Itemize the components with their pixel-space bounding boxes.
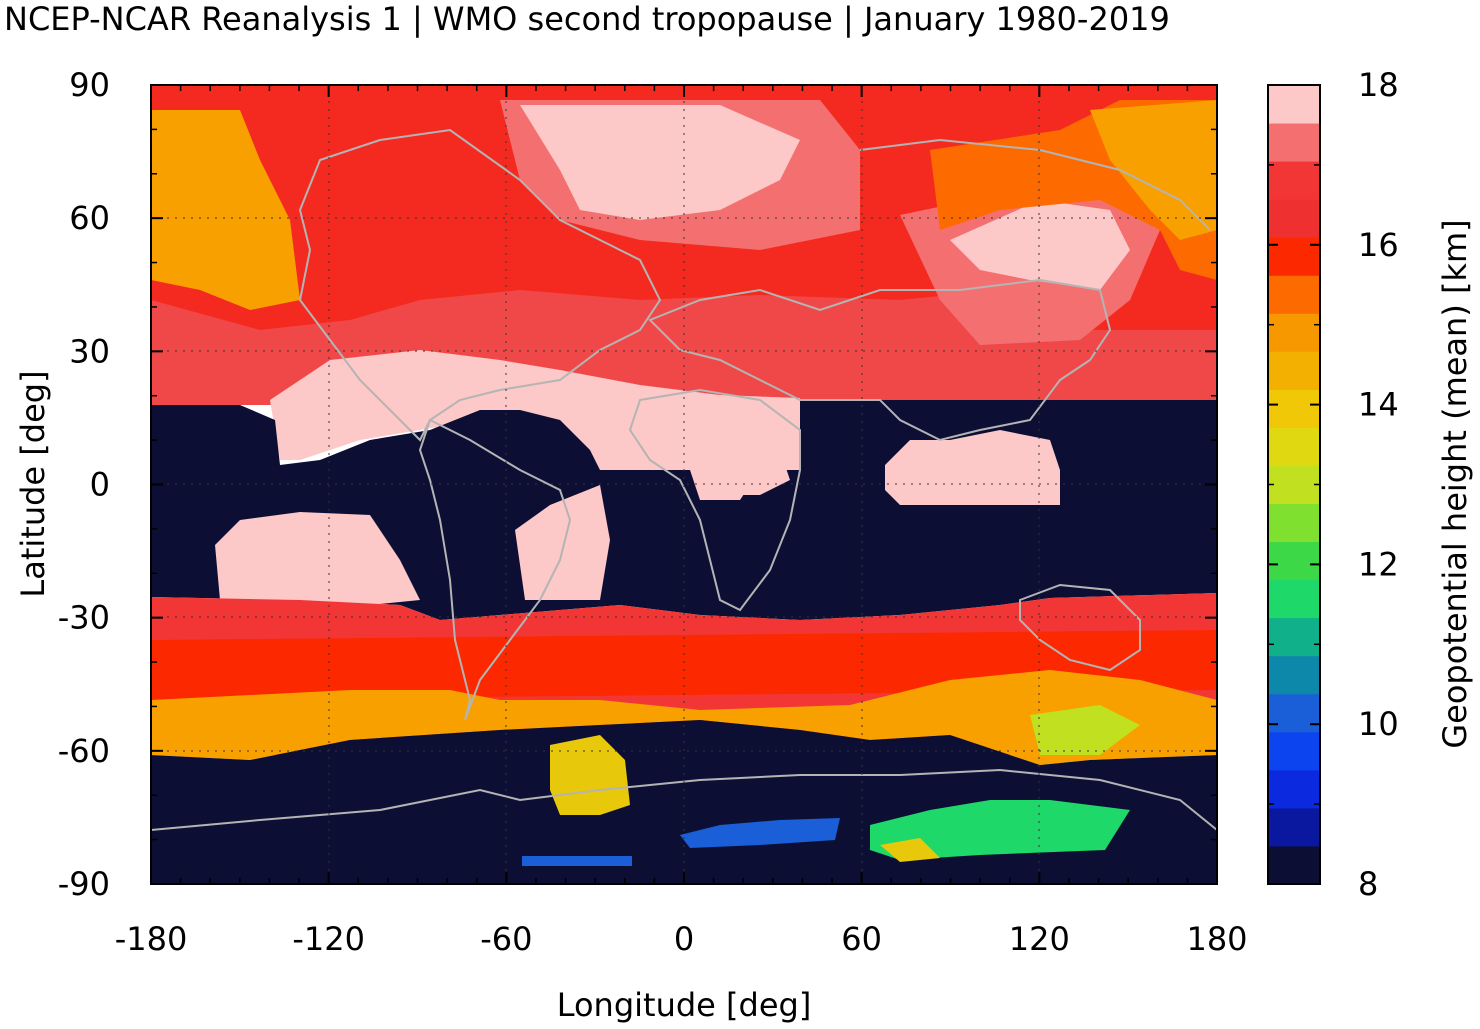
- colorbar-tick-label: 8: [1358, 865, 1378, 903]
- grid: [151, 85, 1217, 884]
- colorbar-swatch: [1268, 275, 1320, 314]
- colorbar-swatch: [1268, 313, 1320, 352]
- colorbar-swatch: [1268, 807, 1320, 847]
- y-tick-label: 0: [90, 466, 110, 504]
- x-tick-label: -120: [292, 920, 365, 958]
- colorbar-swatch: [1268, 845, 1320, 885]
- antarctic-blue-patch: [680, 818, 840, 848]
- x-axis-label: Longitude [deg]: [557, 986, 812, 1024]
- colorbar-swatch: [1268, 427, 1320, 466]
- x-tick-label: 180: [1186, 920, 1247, 958]
- colorbar-swatch: [1268, 85, 1320, 124]
- tropical-patch-africa: [700, 430, 790, 495]
- antarctic-yellow-patch: [550, 735, 630, 815]
- colorbar-label: Geopotential height (mean) [km]: [1436, 219, 1474, 748]
- map-panel: [151, 85, 1217, 884]
- colorbar-swatch: [1268, 199, 1320, 238]
- colorbar-tick-label: 18: [1358, 66, 1399, 104]
- nh-palepink-north-atlantic: [520, 105, 800, 220]
- y-axis-label: Latitude [deg]: [14, 370, 52, 597]
- antarctic-blue-strip: [522, 856, 632, 866]
- plot-title: NCEP-NCAR Reanalysis 1 | WMO second trop…: [4, 0, 1170, 38]
- tropical-patch-indian-ocean: [885, 430, 1060, 505]
- colorbar-swatch: [1268, 351, 1320, 390]
- antarctic-green-patch: [870, 800, 1130, 860]
- x-tick-label: 60: [841, 920, 882, 958]
- y-tick-label: -30: [58, 599, 110, 637]
- tropical-patch-s-america: [515, 485, 610, 600]
- colorbar-tick-label: 14: [1358, 386, 1399, 424]
- y-tick-label: 30: [69, 332, 110, 370]
- y-tick-label: 60: [69, 199, 110, 237]
- nh-orange-pacific-east: [151, 110, 300, 310]
- x-tick-label: -180: [115, 920, 188, 958]
- colorbar-swatch: [1268, 161, 1320, 200]
- x-tick-label: -60: [480, 920, 532, 958]
- colorbar-swatch: [1268, 237, 1320, 276]
- coastlines: [151, 128, 1217, 831]
- colorbar-swatch: [1268, 731, 1320, 771]
- colorbar-swatch: [1268, 465, 1320, 505]
- colorbar: [1268, 85, 1320, 885]
- colorbar-swatch: [1268, 579, 1320, 619]
- y-tick-label: -90: [58, 865, 110, 903]
- colorbar-tick-label: 12: [1358, 545, 1399, 583]
- nh-palepink-siberia: [950, 200, 1130, 290]
- colorbar-ticks: 18 16 14 12 10 8: [1268, 66, 1399, 903]
- colorbar-swatch: [1268, 123, 1320, 162]
- y-axis: 90 60 30 0 -30 -60 -90: [58, 66, 1217, 903]
- colorbar-tick-label: 10: [1358, 705, 1399, 743]
- colorbar-swatch: [1268, 769, 1320, 809]
- colorbar-swatch: [1268, 693, 1320, 733]
- colorbar-swatch: [1268, 389, 1320, 428]
- colorbar-swatch: [1268, 503, 1320, 543]
- x-tick-label: 0: [674, 920, 694, 958]
- colorbar-swatch: [1268, 541, 1320, 581]
- colorbar-tick-label: 16: [1358, 226, 1399, 264]
- x-tick-label: 120: [1009, 920, 1070, 958]
- y-tick-label: -60: [58, 732, 110, 770]
- y-tick-label: 90: [69, 66, 110, 104]
- antarctic-yellow-small: [880, 838, 940, 862]
- colorbar-swatch: [1268, 655, 1320, 695]
- tropical-patch-s-pacific: [215, 512, 420, 612]
- x-axis: -180 -120 -60 0 60 120 180: [115, 85, 1248, 958]
- colorbar-swatch: [1268, 617, 1320, 657]
- sh-yellow-green-patch: [1030, 705, 1140, 755]
